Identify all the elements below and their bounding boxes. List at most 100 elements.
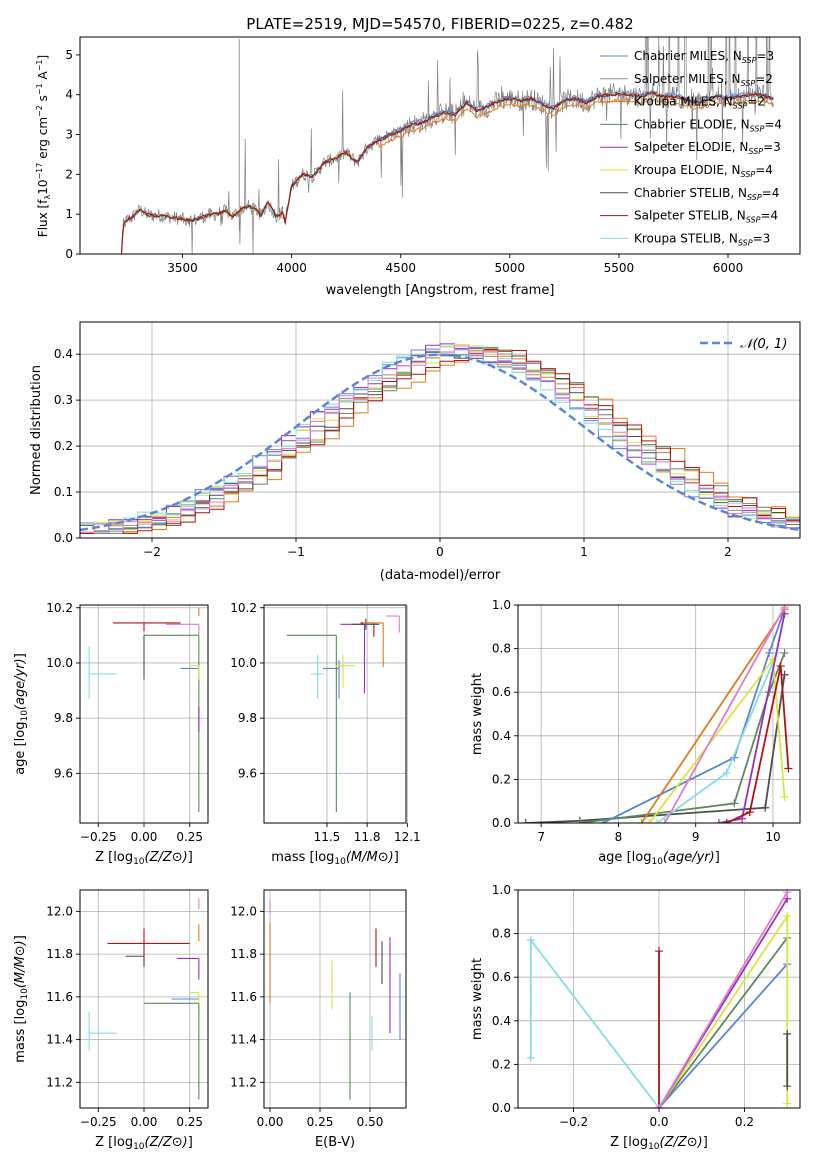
age_vs_mass-plot-area xyxy=(286,615,400,812)
tick-label-x: 6000 xyxy=(713,261,744,275)
figure-title: PLATE=2519, MJD=54570, FIBERID=0225, z=0… xyxy=(246,15,633,33)
errorbar xyxy=(125,955,145,967)
mass-weight-marker xyxy=(783,912,792,921)
mass_vs_EBV-plot-area xyxy=(269,900,401,1100)
mass_weight_vs_age-frame xyxy=(517,604,801,824)
tick-label-y: 10.0 xyxy=(230,656,257,670)
mass-weight-line xyxy=(726,665,790,823)
tick-label-y: 0.8 xyxy=(492,927,511,941)
mass_vs_Z-panel: −0.25 0.00 0.25 11.2 11.4 11.6 11.8 12.0 Z [log1… xyxy=(13,889,209,1152)
y-axis-label: mass weight xyxy=(470,958,485,1040)
tick-label-y: 0.2 xyxy=(492,772,511,786)
errorbar xyxy=(107,928,190,965)
tick-label-x: 10 xyxy=(765,830,780,844)
mass-weight-marker xyxy=(780,648,789,657)
tick-label-x: 7 xyxy=(537,830,545,844)
tick-label-y: 4 xyxy=(65,88,73,102)
tick-label-y: 0.2 xyxy=(492,1057,511,1071)
x-axis-label: Z [log10(Z/Z⊙)] xyxy=(95,1135,193,1152)
mass-weight-line xyxy=(658,891,788,1108)
tick-label-x: 0.25 xyxy=(176,830,203,844)
tick-label-y: 2 xyxy=(65,167,73,181)
tick-label-y: 0.3 xyxy=(54,393,73,407)
tick-label-y: 0.1 xyxy=(54,485,73,499)
tick-label-y: 0.4 xyxy=(492,729,511,743)
tick-label-y: 0.0 xyxy=(492,1101,511,1115)
tick-label-x: 5500 xyxy=(604,261,635,275)
errorbar xyxy=(310,654,325,699)
tick-label-x: 12.1 xyxy=(394,830,421,844)
legend-entry: Kroupa MILES, NSSP=2 xyxy=(634,95,765,111)
tick-label-x: −0.25 xyxy=(80,830,117,844)
mass-weight-line xyxy=(602,609,786,823)
mass-weight-marker xyxy=(722,819,731,823)
hist-panel: −2 −1 0 1 2 0.0 0.1 0.2 0.3 0.4 𝒩(0, 1) (data-model… xyxy=(29,321,801,583)
mass-weight-marker xyxy=(526,1053,535,1062)
errorbar xyxy=(176,957,200,980)
tick-label-y: 0 xyxy=(65,247,73,261)
age_vs_Z-plot-area xyxy=(88,607,200,812)
tick-label-x: 4000 xyxy=(276,261,307,275)
spectrum-plot-area xyxy=(121,37,774,254)
mass-weight-marker xyxy=(783,890,792,897)
mass-weight-line xyxy=(664,606,786,823)
mass-weight-marker xyxy=(653,819,662,823)
mass_weight_vs_Z-panel: −0.2 0.0 0.2 0.0 0.2 0.4 0.6 0.8 1.0 Z [log10(Z/Z… xyxy=(470,883,801,1152)
mass-weight-marker xyxy=(660,819,669,823)
mass-weight-marker xyxy=(598,819,607,823)
x-axis-label: age [log10(age/yr)] xyxy=(598,850,720,867)
legend-entry: Kroupa ELODIE, NSSP=4 xyxy=(634,163,773,179)
mass-weight-marker xyxy=(780,605,789,612)
mass-weight-marker xyxy=(783,1082,792,1091)
errorbar xyxy=(88,1011,117,1051)
y-axis-label: age [log10(age/yr)] xyxy=(13,653,30,775)
mass-weight-marker xyxy=(714,819,723,823)
tick-label-x: 0.50 xyxy=(357,1115,384,1129)
spectrum-panel: 3500 4000 4500 5000 5500 6000 0 1 2 3 4 5 Chabrier M… xyxy=(35,36,801,298)
tick-label-y: 10.2 xyxy=(230,601,257,615)
mass_vs_EBV-panel: 0.00 0.25 0.50 11.2 11.4 11.6 11.8 12.0 E(B-V) xyxy=(230,889,407,1150)
tick-label-x: 8 xyxy=(615,830,623,844)
tick-label-x: 0.25 xyxy=(176,1115,203,1129)
tick-label-x: 11.5 xyxy=(314,830,341,844)
tick-label-y: 9.8 xyxy=(238,711,257,725)
tick-label-x: 0.00 xyxy=(131,830,158,844)
tick-label-x: 9 xyxy=(692,830,700,844)
tick-label-y: 0.2 xyxy=(54,439,73,453)
legend-entry: Salpeter ELODIE, NSSP=3 xyxy=(634,140,781,156)
tick-label-y: 3 xyxy=(65,128,73,142)
x-axis-label: Z [log10(Z/Z⊙)] xyxy=(610,1135,708,1152)
errorbar xyxy=(385,615,400,633)
age_vs_mass-panel: 11.5 11.8 12.1 9.6 9.8 10.0 10.2 mass [log10(M/… xyxy=(230,601,420,867)
mass-weight-marker xyxy=(521,819,530,823)
tick-label-x: 2 xyxy=(724,545,732,559)
x-axis-label: E(B-V) xyxy=(315,1135,355,1150)
tick-label-y: 5 xyxy=(65,48,73,62)
x-axis-label: wavelength [Angstrom, rest frame] xyxy=(326,283,555,298)
y-axis-label: mass weight xyxy=(470,673,485,755)
tick-label-y: 12.0 xyxy=(230,904,257,918)
y-axis-label: Flux [fλ10−17 erg cm−2 s−1 A−1] xyxy=(35,55,52,237)
age_vs_Z-panel: −0.25 0.00 0.25 9.6 9.8 10.0 10.2 Z [log10(Z/Z⊙… xyxy=(13,601,209,867)
legend-entry: Salpeter MILES, NSSP=2 xyxy=(634,72,773,88)
errorbar xyxy=(88,646,117,699)
errorbar xyxy=(352,618,380,630)
tick-label-y: 1.0 xyxy=(492,598,511,612)
mass-weight-marker xyxy=(745,808,754,817)
histogram-step xyxy=(80,347,800,534)
y-axis-label: Normed distribution xyxy=(29,365,44,495)
tick-label-y: 11.4 xyxy=(46,1033,73,1047)
mass_vs_EBV-frame xyxy=(263,889,407,1109)
mass-weight-marker xyxy=(765,648,774,657)
mass-weight-marker xyxy=(784,764,793,773)
spectrum-legend: Chabrier MILES, NSSP=3 Salpeter MILES, NS… xyxy=(600,49,782,247)
tick-label-x: 5000 xyxy=(495,261,526,275)
y-axis-label: mass [log10(M/M⊙)] xyxy=(13,935,30,1063)
errorbar xyxy=(286,634,337,812)
errorbar xyxy=(363,622,384,668)
tick-label-y: 11.8 xyxy=(46,947,73,961)
tick-label-y: 11.2 xyxy=(230,1075,257,1089)
mass-weight-line xyxy=(640,608,786,823)
legend-entry: Chabrier MILES, NSSP=3 xyxy=(634,49,774,65)
tick-label-y: 0.4 xyxy=(54,347,73,361)
